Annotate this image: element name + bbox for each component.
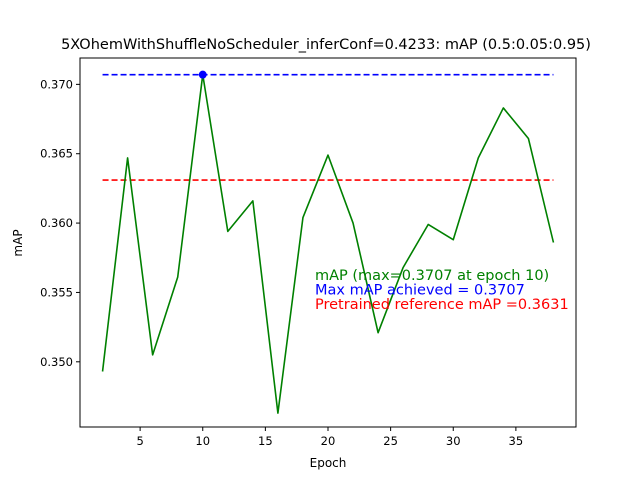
annotation-text-0: mAP (max=0.3707 at epoch 10) <box>315 268 549 284</box>
y-tick-label-1: 0.355 <box>40 285 73 299</box>
x-tick-label-0: 5 <box>136 434 143 448</box>
y-tick-label-3: 0.365 <box>40 147 73 161</box>
x-tick-label-1: 10 <box>195 434 210 448</box>
x-tick-label-4: 25 <box>383 434 398 448</box>
series-line-0 <box>101 73 555 414</box>
x-axis-label: Epoch <box>310 456 347 470</box>
x-tick-label-6: 35 <box>509 434 524 448</box>
y-axis-label: mAP <box>11 229 25 256</box>
x-axis: 5 10 15 20 25 30 35 <box>136 427 523 448</box>
annotation-text-1: Max mAP achieved = 0.3707 <box>315 283 525 299</box>
x-tick-label-5: 30 <box>446 434 461 448</box>
annotation-text-2: Pretrained reference mAP =0.3631 <box>315 297 569 313</box>
plot-area <box>101 70 555 414</box>
chart-title: 5XOhemWithShuffleNoScheduler_inferConf=0… <box>61 37 591 53</box>
max-point-marker <box>198 70 207 79</box>
y-tick-label-2: 0.360 <box>40 216 73 230</box>
annotations: mAP (max=0.3707 at epoch 10)Max mAP achi… <box>315 268 569 313</box>
x-tick-label-3: 20 <box>321 434 336 448</box>
y-tick-label-0: 0.350 <box>40 355 73 369</box>
y-axis: 0.350 0.355 0.360 0.365 0.370 <box>40 77 80 369</box>
y-tick-label-4: 0.370 <box>40 77 73 91</box>
x-tick-label-2: 15 <box>258 434 273 448</box>
